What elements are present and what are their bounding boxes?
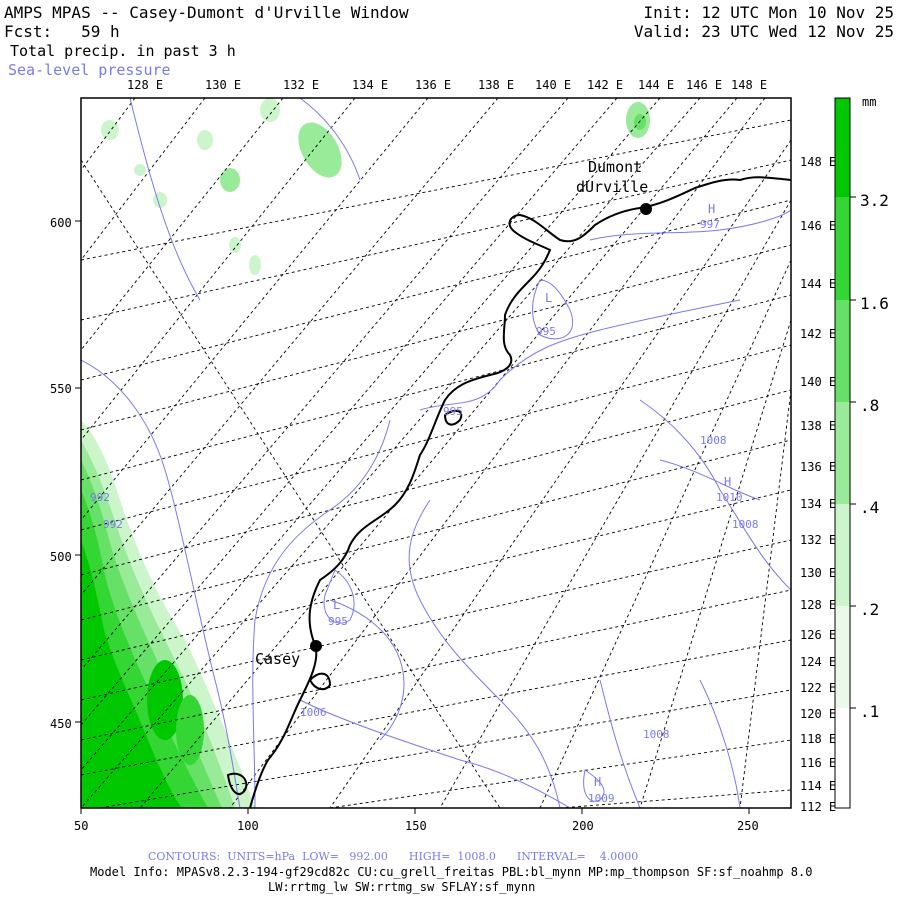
colorbar-label: .2 [860, 600, 879, 619]
map-title: AMPS MPAS -- Casey-Dumont d'Urville Wind… [4, 3, 409, 22]
top-lon-labels: 128 E 130 E 132 E 134 E 136 E 138 E 140 … [127, 78, 767, 92]
lon-label: 148 E [731, 78, 767, 92]
colorbar-label: 1.6 [860, 294, 889, 313]
lon-label: 142 E [800, 327, 836, 341]
lon-label: 142 E [587, 78, 623, 92]
lon-label: 126 E [800, 628, 836, 642]
colorbar-label: .1 [860, 702, 879, 721]
pressure-label: 997 [700, 218, 720, 231]
y-tick-label: 550 [50, 382, 72, 396]
pressure-center: H [594, 775, 601, 789]
lon-label: 130 E [205, 78, 241, 92]
x-tick-label: 200 [572, 819, 594, 833]
lon-label: 138 E [478, 78, 514, 92]
pressure-label: 992 [103, 518, 123, 531]
pressure-label: 1006 [300, 706, 327, 719]
lon-label: 136 E [415, 78, 451, 92]
lon-label: 128 E [127, 78, 163, 92]
colorbar-bin [835, 98, 850, 197]
pressure-center: L [545, 291, 552, 305]
lon-label: 130 E [800, 566, 836, 580]
lon-label: 120 E [800, 707, 836, 721]
lon-label: 140 E [535, 78, 571, 92]
colorbar-bin [835, 402, 850, 504]
colorbar-label: 3.2 [860, 191, 889, 210]
colorbar-label: .8 [860, 396, 879, 415]
x-tick-label: 150 [405, 819, 427, 833]
field-name: Total precip. in past 3 h [10, 42, 236, 60]
x-tick-label: 50 [74, 819, 88, 833]
station-dumont-marker [640, 203, 652, 215]
station-dumont-label-2: dUrville [576, 178, 648, 196]
model-info: Model Info: MPASv8.2.3-194-gf29cd82c CU:… [90, 865, 813, 879]
plot-frame [80, 97, 792, 809]
overlay-name: Sea-level pressure [8, 61, 171, 79]
pressure-label: 995 [328, 615, 348, 628]
lon-label: 138 E [800, 419, 836, 433]
init-time: Init: 12 UTC Mon 10 Nov 25 [643, 3, 894, 22]
pressure-center: H [724, 475, 731, 489]
colorbar-bin [835, 197, 850, 300]
colorbar-bin [835, 708, 850, 808]
lon-label: 144 E [800, 277, 836, 291]
lon-label: 134 E [800, 497, 836, 511]
lon-label: 148 E [800, 155, 836, 169]
contour-info: CONTOURS: UNITS=hPa LOW= 992.00 HIGH= 10… [148, 850, 639, 863]
pressure-label: 992 [90, 491, 110, 504]
tick-marks [75, 220, 750, 814]
pressure-label: 995 [443, 405, 463, 418]
lon-label: 134 E [352, 78, 388, 92]
right-lon-labels: 148 E 146 E 144 E 142 E 140 E 138 E 136 … [800, 155, 836, 814]
pressure-label: 1008 [732, 518, 759, 531]
lon-label: 116 E [800, 756, 836, 770]
station-casey-label: Casey [255, 650, 300, 668]
pressure-label: 1008 [643, 728, 670, 741]
lon-label: 146 E [800, 219, 836, 233]
y-tick-label: 450 [50, 717, 72, 731]
colorbar-bin [835, 606, 850, 708]
station-casey-marker [310, 640, 322, 652]
pressure-labels: 992 992 997 995 995 1006 1008 1008 1009 … [90, 202, 759, 805]
lon-label: 112 E [800, 800, 836, 814]
pressure-center: H [708, 202, 715, 216]
lon-label: 118 E [800, 732, 836, 746]
forecast-hour: Fcst: 59 h [4, 22, 120, 41]
lon-label: 114 E [800, 779, 836, 793]
lon-label: 144 E [638, 78, 674, 92]
map-layers [81, 98, 791, 808]
lon-label: 146 E [686, 78, 722, 92]
pressure-label: 1009 [588, 792, 615, 805]
colorbar-unit: mm [862, 95, 876, 109]
x-tick-label: 100 [237, 819, 259, 833]
lon-label: 132 E [800, 533, 836, 547]
station-dumont-label-1: Dumont [588, 158, 642, 176]
pressure-label: 1010 [716, 491, 743, 504]
y-tick-label: 500 [50, 550, 72, 564]
colorbar: mm 3.2 1.6 .8 .4 .2 .1 [834, 95, 889, 809]
coastline [226, 176, 791, 808]
pressure-contours [81, 98, 791, 808]
lon-label: 136 E [800, 460, 836, 474]
lon-label: 128 E [800, 598, 836, 612]
lon-label: 122 E [800, 681, 836, 695]
valid-time: Valid: 23 UTC Wed 12 Nov 25 [633, 22, 894, 41]
x-tick-label: 250 [737, 819, 759, 833]
colorbar-label: .4 [860, 498, 879, 517]
axis-ticks: 50 100 150 200 250 600 550 500 450 [50, 216, 759, 833]
pressure-label: 1008 [700, 434, 727, 447]
pressure-center: L [333, 598, 340, 612]
model-info-2: LW:rrtmg_lw SW:rrtmg_sw SFLAY:sf_mynn [268, 880, 536, 894]
lon-label: 132 E [283, 78, 319, 92]
graticule [81, 98, 791, 808]
lon-label: 140 E [800, 375, 836, 389]
colorbar-bin [835, 504, 850, 606]
pressure-label: 995 [536, 325, 556, 338]
lon-label: 124 E [800, 655, 836, 669]
colorbar-bin [835, 300, 850, 402]
y-tick-label: 600 [50, 216, 72, 230]
